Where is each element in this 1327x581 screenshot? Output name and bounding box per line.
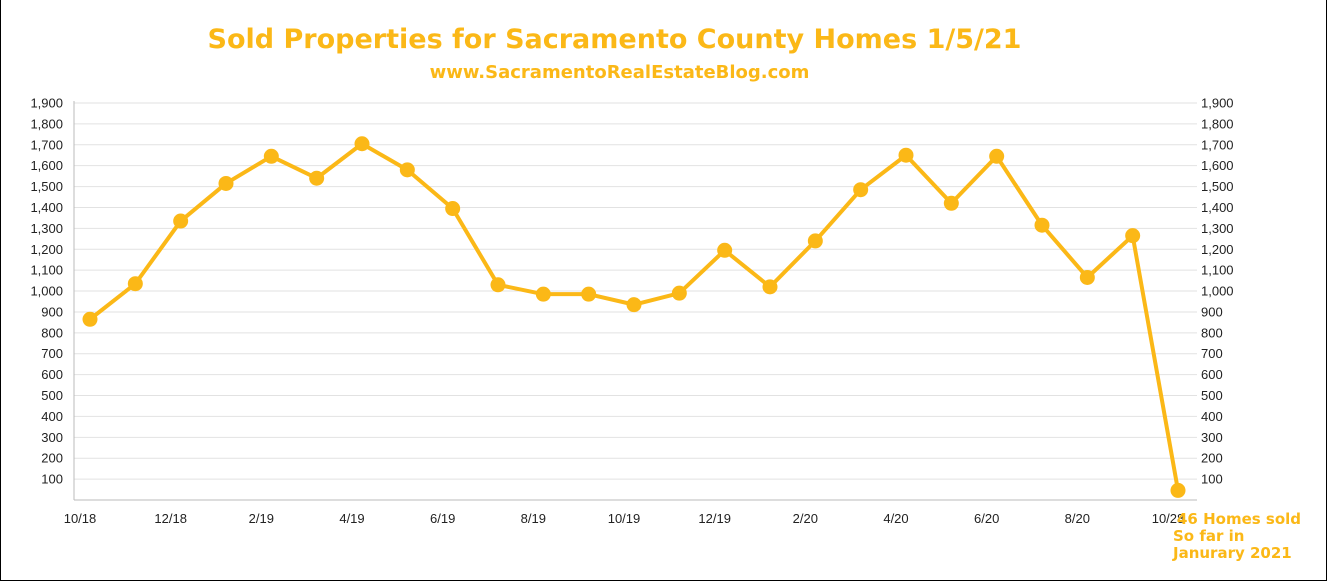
annotation-line: 46 Homes sold (1177, 510, 1301, 528)
data-point (445, 201, 461, 217)
y-tick-label-left: 900 (41, 304, 63, 319)
annotation-line: Janurary 2021 (1172, 544, 1292, 562)
y-tick-label-right: 100 (1201, 472, 1223, 487)
data-point (1079, 269, 1095, 285)
y-tick-label-right: 1,000 (1201, 284, 1234, 299)
data-point (762, 279, 778, 295)
y-tick-label-left: 1,500 (30, 179, 63, 194)
chart-subtitle: www.SacramentoRealEstateBlog.com (429, 62, 810, 83)
data-point (989, 148, 1005, 164)
data-point (82, 311, 98, 327)
series-line-layer (88, 141, 1180, 493)
y-tick-label-left: 100 (41, 472, 63, 487)
data-point (173, 213, 189, 229)
data-point (581, 286, 597, 302)
y-tick-label-right: 1,500 (1201, 179, 1234, 194)
y-tick-label-left: 1,000 (30, 284, 63, 299)
y-tick-label-left: 1,300 (30, 221, 63, 236)
y-tick-label-left: 800 (41, 325, 63, 340)
x-tick-label: 10/19 (608, 511, 641, 526)
y-tick-label-right: 1,300 (1201, 221, 1234, 236)
data-point (354, 136, 370, 152)
y-tick-label-right: 600 (1201, 367, 1223, 382)
y-tick-label-left: 500 (41, 388, 63, 403)
y-tick-label-left: 200 (41, 451, 63, 466)
axes (73, 101, 1197, 501)
y-tick-label-left: 1,400 (30, 200, 63, 215)
y-tick-label-right: 400 (1201, 409, 1223, 424)
data-point (490, 277, 506, 293)
y-tick-label-right: 1,200 (1201, 242, 1234, 257)
data-point (853, 182, 869, 198)
y-tick-label-right: 1,100 (1201, 263, 1234, 278)
data-point (1034, 217, 1050, 233)
y-tick-label-left: 1,900 (30, 96, 63, 111)
x-tick-label: 10/18 (64, 511, 97, 526)
x-tick-label: 6/19 (430, 511, 455, 526)
y-tick-label-right: 1,600 (1201, 158, 1234, 173)
x-tick-label: 10/28 (1152, 511, 1185, 526)
y-tick-label-right: 300 (1201, 430, 1223, 445)
data-point (671, 285, 687, 301)
y-tick-label-left: 700 (41, 346, 63, 361)
data-point (127, 276, 143, 292)
y-tick-label-left: 600 (41, 367, 63, 382)
y-tick-label-left: 300 (41, 430, 63, 445)
x-tick-label: 2/19 (249, 511, 274, 526)
y-tick-label-right: 1,800 (1201, 116, 1234, 131)
series-line (88, 141, 1180, 493)
y-tick-label-left: 1,600 (30, 158, 63, 173)
y-tick-label-right: 700 (1201, 346, 1223, 361)
x-tick-label: 2/20 (793, 511, 818, 526)
y-tick-label-right: 1,400 (1201, 200, 1234, 215)
y-tick-label-right: 900 (1201, 304, 1223, 319)
data-point (309, 170, 325, 186)
data-point (535, 286, 551, 302)
annotation-line: So far in (1173, 527, 1244, 545)
data-point (263, 148, 279, 164)
gridlines (74, 102, 1197, 480)
y-tick-label-right: 1,700 (1201, 137, 1234, 152)
data-point (626, 297, 642, 313)
x-tick-label: 4/19 (339, 511, 364, 526)
data-point (399, 162, 415, 178)
y-tick-label-right: 500 (1201, 388, 1223, 403)
x-axis-ticks: 10/18 12/18 2/19 4/19 6/19 8/19 10/19 12/19 2/20… (64, 511, 1185, 526)
y-tick-label-left: 1,700 (30, 137, 63, 152)
y-tick-label-right: 1,900 (1201, 96, 1234, 111)
y-tick-label-right: 200 (1201, 451, 1223, 466)
data-point (717, 242, 733, 258)
y-tick-label-left: 400 (41, 409, 63, 424)
y-axis-left-ticks: 100 200 300 400 500 600 700 800 900 1,000 1,100 1,2… (30, 96, 63, 487)
data-point (898, 147, 914, 163)
data-point (218, 175, 234, 191)
y-axis-right-ticks: 100 200 300 400 500 600 700 800 900 1,000 1,100 1,2… (1201, 96, 1234, 487)
y-tick-label-left: 1,200 (30, 242, 63, 257)
data-point (1170, 482, 1186, 498)
x-tick-label: 12/18 (154, 511, 187, 526)
chart-title: Sold Properties for Sacramento County Ho… (207, 24, 1022, 55)
y-tick-label-left: 1,800 (30, 116, 63, 131)
x-tick-label: 4/20 (883, 511, 908, 526)
data-points (82, 136, 1186, 498)
x-tick-label: 12/19 (698, 511, 731, 526)
x-tick-label: 6/20 (974, 511, 999, 526)
y-tick-label-right: 800 (1201, 325, 1223, 340)
data-point (943, 195, 959, 211)
data-point (807, 233, 823, 249)
y-tick-label-left: 1,100 (30, 263, 63, 278)
x-tick-label: 8/20 (1065, 511, 1090, 526)
data-point (1125, 228, 1141, 244)
x-tick-label: 8/19 (521, 511, 546, 526)
